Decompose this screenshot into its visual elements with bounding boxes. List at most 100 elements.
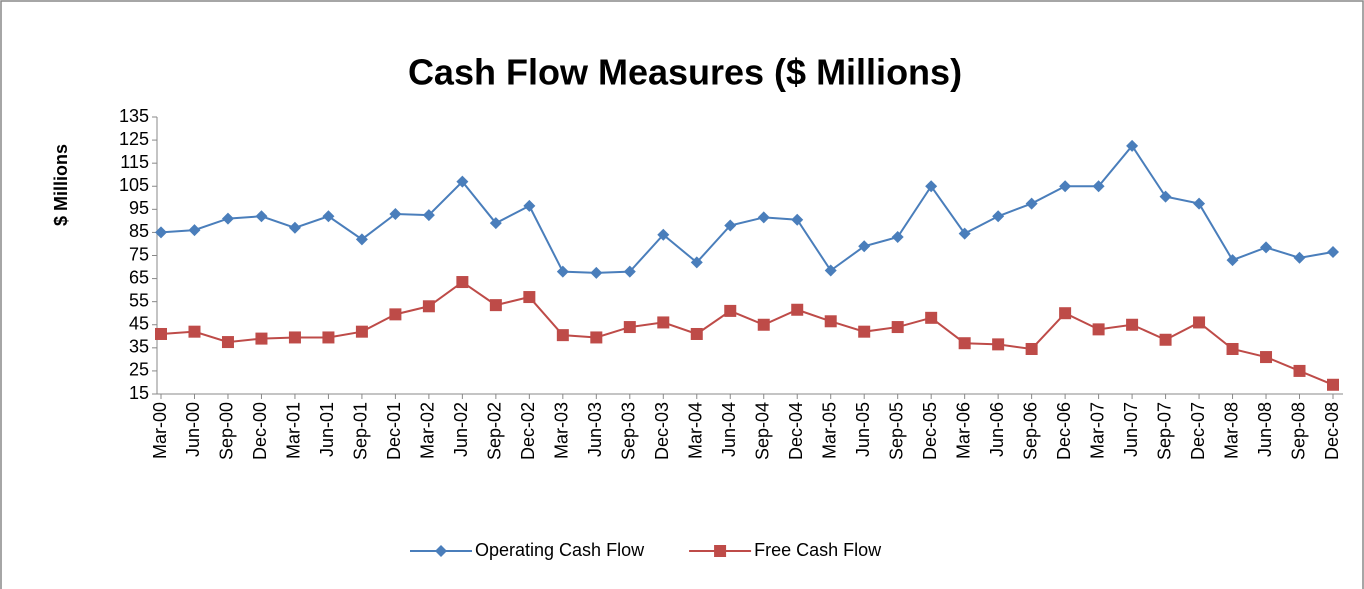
legend-marker xyxy=(714,545,727,557)
marker xyxy=(891,231,904,244)
x-tick-label: Dec-08 xyxy=(1322,402,1342,460)
marker xyxy=(858,325,871,338)
x-tick-label: Jun-06 xyxy=(987,402,1007,457)
x-tick-label: Sep-02 xyxy=(485,402,505,460)
marker xyxy=(322,210,335,223)
x-tick-label: Jun-03 xyxy=(585,402,605,457)
series-line xyxy=(160,144,1334,274)
marker xyxy=(757,211,770,224)
x-tick-label: Jun-02 xyxy=(451,402,471,457)
marker xyxy=(489,217,502,230)
y-tick-label: 125 xyxy=(119,129,149,149)
x-tick-label: Dec-01 xyxy=(384,402,404,460)
x-tick-label: Sep-04 xyxy=(752,402,772,460)
marker xyxy=(1293,251,1306,264)
marker xyxy=(355,233,368,246)
marker xyxy=(958,337,971,350)
marker xyxy=(355,325,368,338)
y-tick-label: 115 xyxy=(120,152,149,172)
marker xyxy=(690,256,703,269)
legend-label: Operating Cash Flow xyxy=(475,540,645,560)
marker xyxy=(891,321,904,334)
marker xyxy=(1260,351,1273,364)
marker xyxy=(1159,190,1172,203)
x-tick-label: Mar-04 xyxy=(686,402,706,459)
marker xyxy=(791,303,804,316)
marker xyxy=(791,213,804,226)
x-tick-label: Mar-03 xyxy=(552,402,572,459)
marker xyxy=(1193,316,1206,329)
x-tick-label: Mar-02 xyxy=(418,402,438,459)
x-tick-label: Mar-07 xyxy=(1087,402,1107,459)
y-tick-label: 45 xyxy=(129,314,149,334)
marker xyxy=(288,331,301,344)
marker xyxy=(657,316,670,329)
marker xyxy=(389,207,402,220)
marker xyxy=(1193,197,1206,210)
legend-marker xyxy=(435,545,447,557)
marker xyxy=(757,318,770,331)
marker xyxy=(422,300,435,313)
marker xyxy=(1025,342,1038,355)
y-tick-label: 95 xyxy=(129,198,149,218)
marker xyxy=(1226,254,1239,267)
marker xyxy=(824,264,837,277)
marker xyxy=(724,219,737,232)
marker xyxy=(523,199,536,212)
marker xyxy=(858,240,871,253)
marker xyxy=(1327,378,1339,391)
x-tick-label: Dec-04 xyxy=(786,402,806,460)
marker xyxy=(255,332,268,345)
marker xyxy=(1025,197,1038,210)
marker xyxy=(1226,342,1239,355)
x-tick-label: Mar-05 xyxy=(819,402,839,459)
x-tick-label: Jun-05 xyxy=(853,402,873,457)
marker xyxy=(1059,307,1072,320)
marker xyxy=(556,329,569,342)
x-tick-label: Jun-00 xyxy=(183,402,203,457)
x-tick-label: Mar-00 xyxy=(150,402,170,459)
marker xyxy=(523,291,536,304)
x-tick-label: Dec-02 xyxy=(518,402,538,460)
marker xyxy=(590,266,603,279)
y-tick-label: 135 xyxy=(119,106,149,126)
marker xyxy=(221,336,234,349)
y-tick-label: 25 xyxy=(129,360,149,380)
marker xyxy=(188,325,201,338)
marker xyxy=(1126,139,1139,152)
marker xyxy=(456,276,469,289)
y-tick-label: 105 xyxy=(119,175,149,195)
marker xyxy=(155,327,167,340)
marker xyxy=(556,265,569,278)
marker xyxy=(1092,180,1105,193)
marker xyxy=(422,209,435,222)
marker xyxy=(288,221,301,234)
x-tick-label: Sep-07 xyxy=(1154,402,1174,460)
x-tick-label: Sep-03 xyxy=(619,402,639,460)
marker xyxy=(824,315,837,328)
chart-title: Cash Flow Measures ($ Millions) xyxy=(408,52,962,93)
x-tick-label: Sep-01 xyxy=(351,402,371,460)
y-tick-label: 15 xyxy=(129,383,149,403)
x-tick-label: Jun-04 xyxy=(719,402,739,457)
y-tick-label: 55 xyxy=(129,290,149,310)
marker xyxy=(958,227,971,240)
marker xyxy=(322,331,335,344)
marker xyxy=(925,180,938,193)
marker xyxy=(255,210,268,223)
x-tick-label: Dec-05 xyxy=(920,402,940,460)
marker xyxy=(992,338,1005,351)
marker xyxy=(657,228,670,241)
x-tick-label: Sep-06 xyxy=(1020,402,1040,460)
marker xyxy=(489,299,502,312)
x-tick-label: Sep-08 xyxy=(1288,402,1308,460)
marker xyxy=(1126,318,1139,331)
x-tick-label: Dec-03 xyxy=(652,402,672,460)
marker xyxy=(389,308,402,321)
legend-label: Free Cash Flow xyxy=(754,540,882,560)
x-tick-label: Sep-05 xyxy=(886,402,906,460)
marker xyxy=(221,212,234,225)
marker xyxy=(623,265,636,278)
marker xyxy=(155,226,167,239)
x-tick-label: Mar-01 xyxy=(284,402,304,459)
